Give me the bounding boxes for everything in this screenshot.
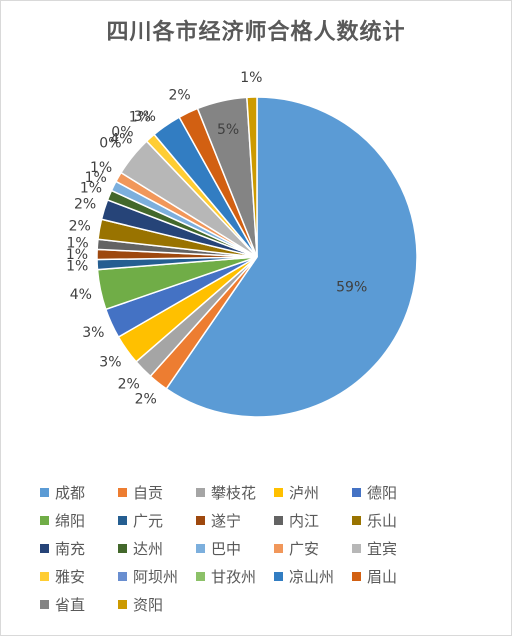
- legend-swatch: [196, 487, 205, 497]
- legend-item-雅安: 雅安: [40, 566, 118, 587]
- legend-swatch: [196, 515, 205, 525]
- legend-item-甘孜州: 甘孜州: [196, 566, 274, 587]
- legend-label: 南充: [55, 539, 86, 558]
- legend-swatch: [118, 487, 127, 497]
- legend-label: 雅安: [55, 567, 86, 586]
- legend-swatch: [196, 571, 205, 581]
- legend-item-成都: 成都: [40, 482, 118, 503]
- legend-item-凉山州: 凉山州: [274, 566, 352, 587]
- legend-swatch: [118, 571, 127, 581]
- data-label-巴中: 1%: [85, 170, 107, 186]
- data-label-成都: 59%: [336, 280, 367, 296]
- legend-swatch: [40, 515, 49, 525]
- data-label-省直: 5%: [217, 122, 239, 138]
- legend-swatch: [196, 543, 205, 553]
- legend-item-乐山: 乐山: [352, 510, 430, 531]
- data-label-阿坝州: 0%: [111, 125, 133, 141]
- data-label-达州: 1%: [80, 181, 102, 197]
- data-label-凉山州: 3%: [134, 109, 156, 125]
- legend-swatch: [274, 515, 283, 525]
- legend-label: 凉山州: [289, 567, 335, 586]
- legend-row: 南充 达州 巴中 广安 宜宾: [40, 534, 510, 562]
- legend-item-南充: 南充: [40, 538, 118, 559]
- legend-swatch: [40, 487, 49, 497]
- legend-swatch: [118, 543, 127, 553]
- legend-swatch: [274, 543, 283, 553]
- legend-item-遂宁: 遂宁: [196, 510, 274, 531]
- data-label-甘孜州: 0%: [99, 136, 121, 152]
- legend-label: 绵阳: [55, 511, 86, 530]
- data-label-内江: 1%: [66, 236, 88, 252]
- legend-label: 乐山: [367, 511, 398, 530]
- legend-swatch: [40, 599, 49, 609]
- data-label-遂宁: 1%: [66, 247, 88, 263]
- legend-label: 德阳: [367, 483, 398, 502]
- legend-label: 眉山: [367, 567, 398, 586]
- legend-item-巴中: 巴中: [196, 538, 274, 559]
- data-label-广安: 1%: [90, 160, 112, 176]
- legend-swatch: [352, 487, 361, 497]
- data-label-绵阳: 4%: [70, 287, 92, 303]
- legend-label: 内江: [289, 511, 320, 530]
- data-label-自贡: 2%: [135, 392, 157, 408]
- legend-row: 成都 自贡 攀枝花 泸州 德阳: [40, 478, 510, 506]
- legend-label: 巴中: [211, 539, 242, 558]
- data-label-南充: 2%: [74, 197, 96, 213]
- legend-item-广元: 广元: [118, 510, 196, 531]
- legend-label: 广元: [133, 511, 164, 530]
- legend-label: 达州: [133, 539, 164, 558]
- data-label-眉山: 2%: [168, 88, 190, 104]
- legend-row: 绵阳 广元 遂宁 内江 乐山: [40, 506, 510, 534]
- legend-swatch: [274, 487, 283, 497]
- legend-label: 阿坝州: [133, 567, 179, 586]
- legend-item-广安: 广安: [274, 538, 352, 559]
- legend-swatch: [118, 515, 127, 525]
- legend-row: 雅安 阿坝州 甘孜州 凉山州 眉山: [40, 562, 510, 590]
- pie-chart: 59%2%2%3%3%4%1%1%1%2%2%1%1%1%4%1%0%0%3%2…: [66, 70, 418, 418]
- legend: 成都 自贡 攀枝花 泸州 德阳绵阳 广元 遂宁 内江 乐山南充 达州 巴中 广安 宜宾雅安 阿坝州 甘孜州 凉…: [40, 478, 510, 618]
- data-label-泸州: 3%: [99, 354, 121, 370]
- legend-swatch: [352, 515, 361, 525]
- legend-label: 遂宁: [211, 511, 242, 530]
- legend-label: 泸州: [289, 483, 320, 502]
- data-label-德阳: 3%: [82, 325, 104, 341]
- legend-item-宜宾: 宜宾: [352, 538, 430, 559]
- data-label-宜宾: 4%: [110, 132, 132, 148]
- pie-slice-资阳: [246, 96, 258, 258]
- legend-swatch: [352, 571, 361, 581]
- legend-swatch: [40, 571, 49, 581]
- legend-swatch: [274, 571, 283, 581]
- legend-item-眉山: 眉山: [352, 566, 430, 587]
- data-label-乐山: 2%: [69, 219, 91, 235]
- legend-item-资阳: 资阳: [118, 594, 196, 615]
- legend-item-泸州: 泸州: [274, 482, 352, 503]
- legend-label: 攀枝花: [211, 483, 257, 502]
- data-label-雅安: 1%: [129, 109, 151, 125]
- data-label-广元: 1%: [66, 259, 88, 275]
- legend-label: 资阳: [133, 595, 164, 614]
- data-label-攀枝花: 2%: [118, 376, 140, 392]
- chart-title: 四川各市经济师合格人数统计: [106, 20, 406, 45]
- legend-swatch: [40, 543, 49, 553]
- pie-slice-成都: [165, 96, 418, 418]
- legend-item-自贡: 自贡: [118, 482, 196, 503]
- legend-label: 自贡: [133, 483, 164, 502]
- legend-label: 宜宾: [367, 539, 398, 558]
- legend-item-绵阳: 绵阳: [40, 510, 118, 531]
- legend-item-攀枝花: 攀枝花: [196, 482, 274, 503]
- legend-label: 成都: [55, 483, 86, 502]
- legend-row: 省直 资阳: [40, 590, 510, 618]
- legend-swatch: [118, 599, 127, 609]
- legend-item-达州: 达州: [118, 538, 196, 559]
- legend-item-内江: 内江: [274, 510, 352, 531]
- legend-item-德阳: 德阳: [352, 482, 430, 503]
- legend-label: 广安: [289, 539, 320, 558]
- legend-item-省直: 省直: [40, 594, 118, 615]
- data-label-资阳: 1%: [240, 70, 262, 86]
- legend-label: 省直: [55, 595, 86, 614]
- legend-swatch: [352, 543, 361, 553]
- legend-label: 甘孜州: [211, 567, 257, 586]
- legend-item-阿坝州: 阿坝州: [118, 566, 196, 587]
